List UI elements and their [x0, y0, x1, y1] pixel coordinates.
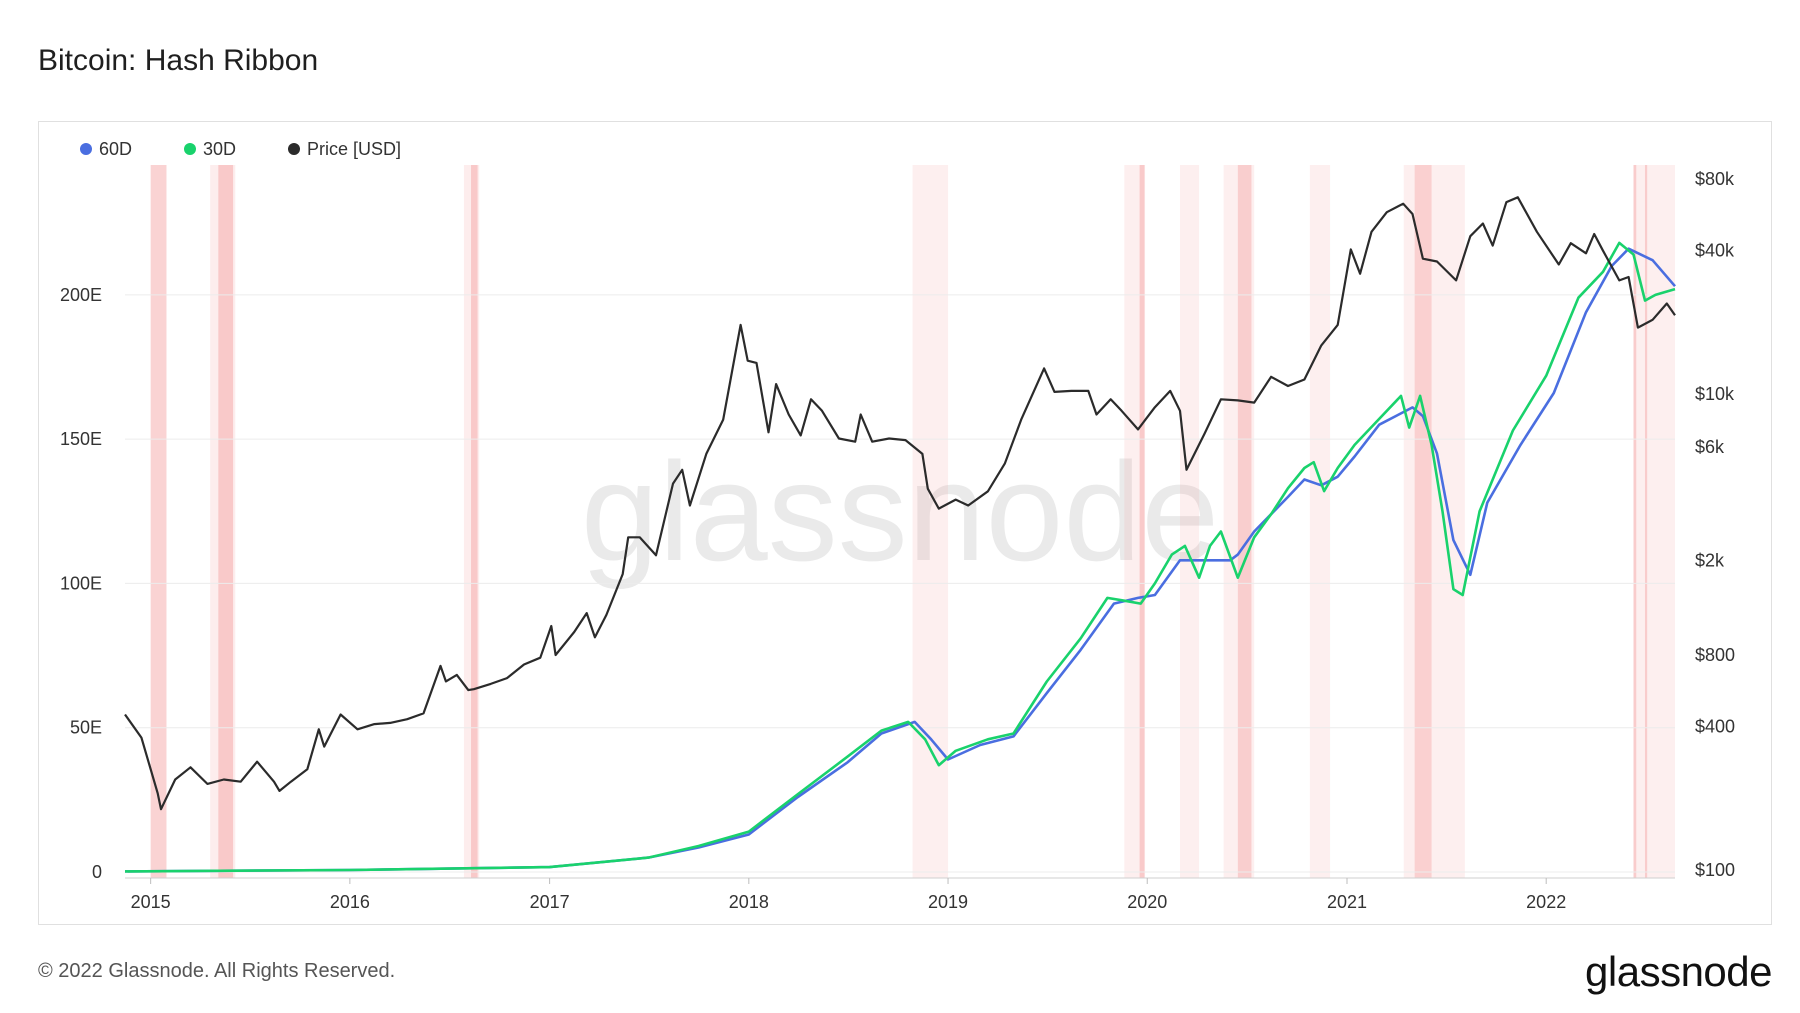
capitulation-band-4 [471, 165, 478, 878]
legend-label-2[interactable]: Price [USD] [307, 139, 401, 159]
y-right-tick-4: $6k [1695, 437, 1725, 457]
y-left-tick-1: 50E [70, 718, 102, 738]
chart-frame [38, 121, 1772, 925]
footer-copyright: © 2022 Glassnode. All Rights Reserved. [38, 960, 396, 982]
x-tick-0: 2015 [131, 892, 171, 912]
capitulation-band-14 [1633, 165, 1675, 878]
capitulation-band-12 [1403, 165, 1465, 878]
y-right-tick-5: $10k [1695, 384, 1735, 404]
y-left-tick-3: 150E [60, 429, 102, 449]
y-right-tick-2: $800 [1695, 645, 1735, 665]
y-left-tick-4: 200E [60, 285, 102, 305]
series-lines [124, 196, 1676, 873]
legend-dot-2 [288, 143, 300, 155]
capitulation-band-16 [1644, 165, 1648, 878]
capitulation-band-7 [1139, 165, 1145, 878]
series-line-price-usd- [124, 196, 1676, 811]
x-tick-3: 2018 [729, 892, 769, 912]
y-right-tick-0: $100 [1695, 860, 1735, 880]
page-title: Bitcoin: Hash Ribbon [38, 44, 319, 77]
legend-dot-1 [184, 143, 196, 155]
capitulation-band-8 [1179, 165, 1200, 878]
capitulation-band-0 [150, 165, 167, 878]
capitulation-band-2 [218, 165, 234, 878]
capitulation-band-10 [1237, 165, 1252, 878]
x-tick-6: 2021 [1327, 892, 1367, 912]
y-right-tick-3: $2k [1695, 550, 1725, 570]
watermark: glassnode [581, 433, 1219, 590]
y-right-tick-7: $80k [1695, 169, 1735, 189]
legend-label-0[interactable]: 60D [99, 139, 132, 159]
y-right-tick-1: $400 [1695, 717, 1735, 737]
capitulation-band-1 [210, 165, 236, 878]
watermark-text: glassnode [581, 433, 1219, 590]
capitulation-band-15 [1633, 165, 1637, 878]
x-tick-7: 2022 [1526, 892, 1566, 912]
legend-label-1[interactable]: 30D [203, 139, 236, 159]
legend: 60D 30D Price [USD] [80, 139, 401, 159]
x-tick-1: 2016 [330, 892, 370, 912]
capitulation-band-11 [1309, 165, 1331, 878]
capitulation-band-13 [1414, 165, 1432, 878]
capitulation-band-5 [912, 165, 949, 878]
y-left-tick-2: 100E [60, 573, 102, 593]
capitulation-band-6 [1124, 165, 1146, 878]
capitulation-band-3 [463, 165, 480, 878]
x-tick-2: 2017 [530, 892, 570, 912]
axes: 0 50E 100E 150E 200E $100 $400 $800 $2k $6k $10k $4… [60, 169, 1735, 912]
legend-dot-0 [80, 143, 92, 155]
footer-logo: glassnode [1585, 948, 1772, 995]
x-tick-4: 2019 [928, 892, 968, 912]
series-line-30d [124, 241, 1676, 873]
x-tick-5: 2020 [1127, 892, 1167, 912]
y-left-tick-0: 0 [92, 862, 102, 882]
y-right-tick-6: $40k [1695, 241, 1735, 261]
capitulation-band-9 [1223, 165, 1255, 878]
series-line-60d [124, 247, 1676, 873]
